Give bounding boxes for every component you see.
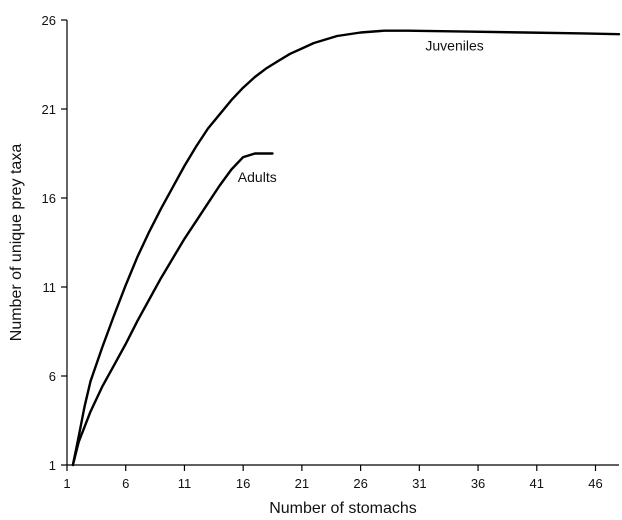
y-tick-label: 6 — [49, 369, 56, 384]
series-label-adults: Adults — [238, 169, 277, 185]
series-line-juveniles — [71, 29, 621, 467]
series-label-juveniles: Juveniles — [425, 37, 483, 53]
y-tick-label: 1 — [49, 458, 56, 473]
y-axis-title: Number of unique prey taxa — [8, 144, 25, 342]
x-tick-label: 11 — [178, 476, 192, 491]
x-tick-label: 16 — [236, 476, 250, 491]
x-tick-label: 26 — [353, 476, 367, 491]
annotation-layer: Juveniles Adults — [238, 37, 484, 185]
y-tick-label: 11 — [43, 280, 57, 295]
y-tick-label: 21 — [42, 102, 56, 117]
x-tick-label: 46 — [588, 476, 602, 491]
x-ticks: 1 6 11 16 21 26 31 36 41 46 — [63, 465, 603, 491]
series-line-adults — [71, 152, 274, 467]
x-tick-label: 21 — [295, 476, 309, 491]
x-tick-label: 6 — [122, 476, 129, 491]
series-layer — [71, 29, 621, 467]
x-tick-label: 1 — [63, 476, 70, 491]
axes — [66, 20, 619, 466]
y-tick-label: 16 — [42, 191, 56, 206]
x-tick-label: 41 — [530, 476, 544, 491]
x-axis-title: Number of stomachs — [269, 500, 417, 517]
x-tick-label: 36 — [471, 476, 485, 491]
x-tick-label: 31 — [412, 476, 426, 491]
y-tick-label: 26 — [42, 13, 56, 28]
